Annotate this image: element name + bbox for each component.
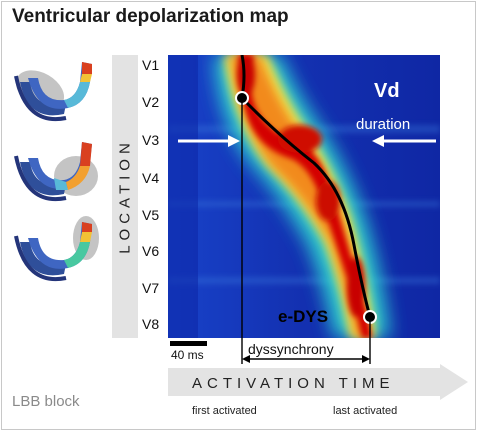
heart-icon-bottom: [14, 216, 99, 282]
duration-label: duration: [356, 116, 411, 133]
location-label-v4: V4: [142, 170, 160, 186]
left-arrow: [178, 135, 240, 147]
location-label-v1: V1: [142, 57, 160, 73]
last-activated-label: last activated: [333, 405, 398, 417]
activation-time-arrow: [168, 364, 468, 400]
scale-bar: [170, 341, 207, 346]
right-arrow: [372, 135, 436, 147]
location-band: [112, 55, 138, 338]
figure-title: Ventricular depolarization map: [12, 6, 289, 27]
activation-time-label: ACTIVATION TIME: [192, 375, 395, 392]
dyssynchrony-label: dyssynchrony: [248, 341, 334, 357]
location-label-v6: V6: [142, 243, 160, 259]
activation-curve: [240, 55, 372, 318]
e-dys-label: e-DYS: [278, 307, 329, 326]
depolarization-heatmap: [168, 55, 440, 338]
location-label-v2: V2: [142, 94, 160, 110]
location-label-v3: V3: [142, 132, 160, 148]
location-label-v8: V8: [142, 316, 160, 332]
heart-icon-middle: [14, 142, 98, 202]
scale-bar-label: 40 ms: [171, 348, 204, 362]
location-label-v5: V5: [142, 207, 160, 223]
first-activated-label: first activated: [192, 405, 257, 417]
vd-label: Vd: [374, 80, 400, 102]
location-label-v7: V7: [142, 280, 160, 296]
lbb-block-label: LBB block: [12, 393, 80, 410]
heart-icon-top: [14, 62, 92, 122]
